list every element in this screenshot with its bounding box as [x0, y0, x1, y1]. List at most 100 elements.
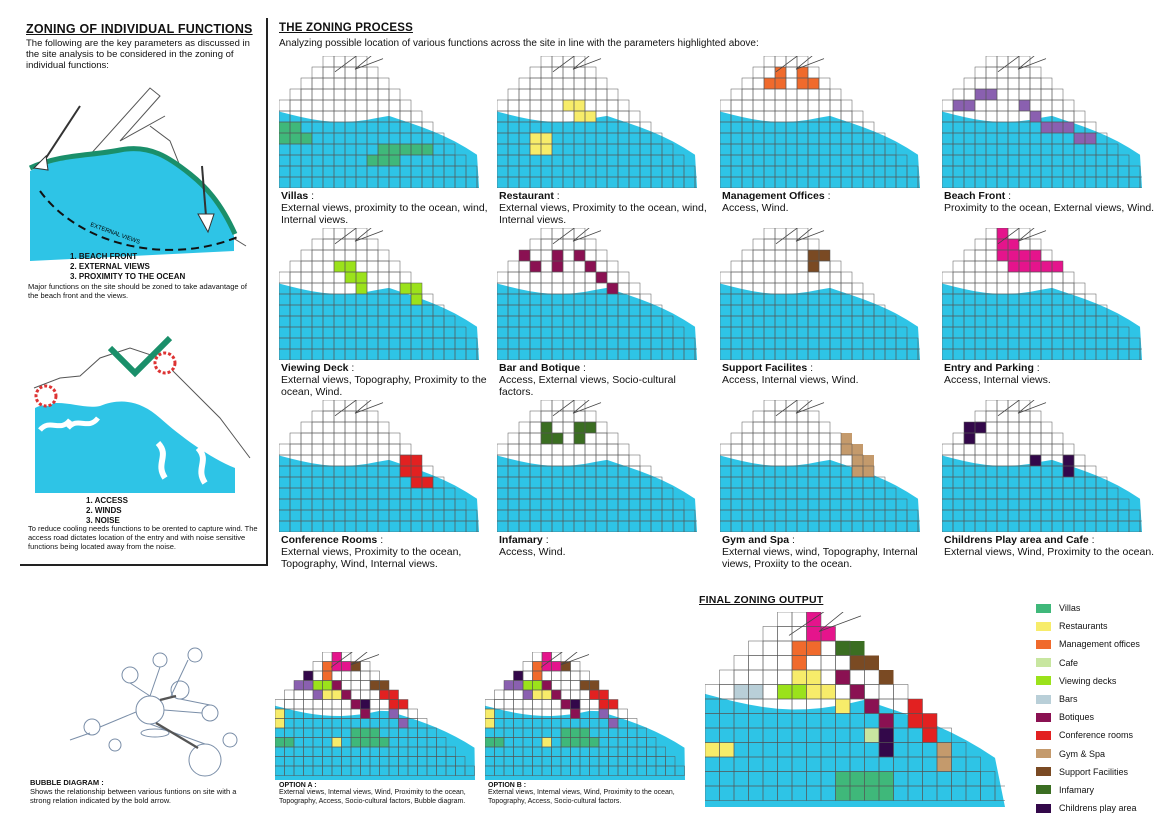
site-grid	[942, 228, 1142, 360]
map-title: Conference Rooms	[281, 534, 378, 546]
zone-cell	[863, 466, 874, 477]
legend-label: Gym & Spa	[1059, 748, 1106, 759]
zone-cell	[341, 661, 351, 671]
wind-arrow-icon	[38, 418, 72, 432]
zone-cell	[1063, 455, 1074, 466]
ocean-area	[279, 455, 479, 532]
left-panel: ZONING OF INDIVIDUAL FUNCTIONS The follo…	[20, 18, 268, 566]
zone-cell	[322, 671, 332, 681]
zone-cell	[379, 690, 389, 700]
legend-swatch	[1036, 785, 1051, 795]
access-road	[552, 228, 602, 245]
map-params: External views, wind, Topography, Intern…	[722, 546, 918, 570]
ocean-area	[942, 455, 1142, 532]
zone-cell	[879, 786, 894, 801]
zone-cell	[808, 78, 819, 89]
zone-cell	[850, 684, 865, 699]
zone-cell	[389, 709, 399, 719]
zone-cell	[570, 709, 580, 719]
zone-cell	[608, 718, 618, 728]
zone-cell	[997, 239, 1008, 250]
zone-cell	[835, 641, 850, 656]
zone-cell	[411, 477, 422, 488]
zone-cell	[542, 737, 552, 747]
zone-cell	[398, 718, 408, 728]
zone-cell	[864, 728, 879, 743]
zone-cell	[792, 655, 807, 670]
legend-label: Support Facilities	[1059, 766, 1129, 777]
zone-cell	[541, 144, 552, 155]
option-b-title: OPTION B :	[488, 782, 527, 789]
key-item: 2. WINDS	[86, 506, 122, 515]
colon: :	[377, 534, 384, 546]
access-road	[330, 652, 380, 668]
zone-cell	[997, 250, 1008, 261]
ocean-area	[942, 283, 1142, 360]
zone-cell	[561, 661, 571, 671]
colon: :	[580, 362, 586, 374]
zone-cell	[523, 690, 533, 700]
legend-swatch	[1036, 694, 1051, 704]
zone-cell	[864, 786, 879, 801]
key-item: 2. EXTERNAL VIEWS	[70, 262, 150, 271]
colon: :	[1088, 534, 1095, 546]
zone-cell	[351, 728, 361, 738]
zone-cell	[351, 661, 361, 671]
zone-cell	[389, 144, 400, 155]
ocean-area	[497, 283, 697, 360]
zoning-map-caption: Support Facilites : Access, Internal view…	[722, 362, 934, 386]
colon: :	[308, 190, 315, 202]
zone-cell	[379, 737, 389, 747]
zone-cell	[797, 78, 808, 89]
colon: :	[824, 190, 831, 202]
zone-cell	[389, 690, 399, 700]
zoning-map-9	[279, 400, 479, 532]
legend-item: Botiques	[1036, 708, 1156, 726]
zone-cell	[1063, 122, 1074, 133]
final-title: FINAL ZONING OUTPUT	[699, 594, 824, 606]
legend-item: Infamary	[1036, 781, 1156, 799]
legend-item: Conference rooms	[1036, 726, 1156, 744]
zone-cell	[513, 680, 523, 690]
colon: :	[807, 362, 814, 374]
zone-cell	[284, 737, 294, 747]
zone-cell	[411, 466, 422, 477]
zone-cell	[580, 737, 590, 747]
site-grid	[275, 652, 475, 776]
zone-cell	[332, 690, 342, 700]
map-params: External views, Proximity to the ocean, …	[499, 202, 707, 226]
zone-cell	[574, 250, 585, 261]
map-params: Access, Wind.	[499, 546, 566, 558]
zone-cell	[589, 680, 599, 690]
legend-item: Support Facilities	[1036, 763, 1156, 781]
access-road	[997, 228, 1047, 245]
zone-cell	[1019, 250, 1030, 261]
zone-cell	[367, 155, 378, 166]
key-list-2: 1. ACCESS 2. WINDS 3. NOISE	[86, 496, 128, 526]
ocean-area	[720, 111, 920, 188]
option-b-map	[485, 652, 685, 780]
zone-cell	[532, 680, 542, 690]
zone-cell	[530, 144, 541, 155]
zone-cell	[841, 433, 852, 444]
map-title: Support Facilites	[722, 362, 808, 374]
zoning-map-4	[942, 56, 1142, 188]
map-params: Access, External views, Socio-cultural f…	[499, 374, 676, 398]
zone-cell	[1008, 239, 1019, 250]
legend-label: Viewing decks	[1059, 675, 1117, 686]
legend-item: Viewing decks	[1036, 672, 1156, 690]
legend-swatch	[1036, 621, 1051, 631]
zone-cell	[879, 728, 894, 743]
zone-cell	[551, 690, 561, 700]
zone-cell	[332, 737, 342, 747]
option-a-title: OPTION A :	[279, 782, 317, 789]
map-title: Bar and Botique	[499, 362, 581, 374]
zone-cell	[1008, 250, 1019, 261]
zone-cell	[1074, 133, 1085, 144]
zone-cell	[852, 444, 863, 455]
zone-cell	[351, 699, 361, 709]
zoning-map-caption: Viewing Deck : External views, Topography…	[281, 362, 493, 398]
zone-cell	[279, 133, 290, 144]
zone-cell	[599, 690, 609, 700]
zone-cell	[775, 78, 786, 89]
